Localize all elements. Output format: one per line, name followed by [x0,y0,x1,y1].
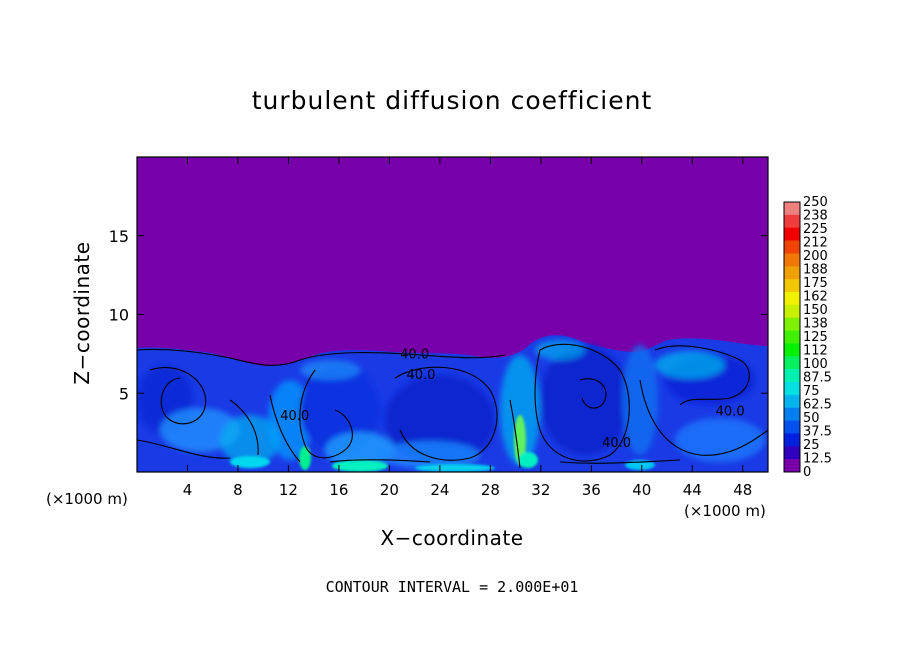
colorbar-label: 12.5 [803,452,832,467]
colorbar-swatch [784,266,800,280]
y-tick-label: 10 [109,306,129,325]
colorbar-label: 225 [803,222,828,237]
x-tick-label: 24 [430,481,449,499]
x-unit-label-left: (×1000 m) [46,490,128,508]
colorbar-label: 62.5 [803,398,832,413]
colorbar-label: 112 [803,344,828,359]
colorbar-swatch [784,356,800,370]
y-tick-label: 5 [119,384,129,403]
colorbar-swatch [784,253,800,267]
colorbar-swatch [784,369,800,383]
contour-label: 40.0 [406,368,435,383]
plot-area: 40.040.040.040.040.0 4 8 12 16 20 24 28 32 36 40 4… [109,156,769,499]
colorbar-swatch [784,240,800,254]
field-layer: 40.0 40.0 40.0 40.0 40.0 [137,335,768,472]
y-axis: 5 10 15 [109,227,768,403]
colorbar-label: 87.5 [803,371,832,386]
contour-label-group: 40.0 40.0 40.0 40.0 40.0 [280,348,744,451]
colorbar-label: 125 [803,330,828,345]
colorbar-swatch [784,227,800,241]
contour-label: 40.0 [602,436,631,451]
colorbar-label: 138 [803,317,828,332]
colorbar-label: 37.5 [803,425,832,440]
x-tick-label: 28 [481,481,500,499]
colorbar-label: 75 [803,384,820,399]
x-axis: 4 8 12 16 20 24 28 32 36 40 44 48 [183,157,752,499]
colorbar-label: 212 [803,236,828,251]
x-tick-label: 12 [279,481,298,499]
colorbar: 2502382252122001881751621501381251121008… [783,195,832,480]
colorbar-swatch [784,279,800,293]
x-tick-label: 20 [380,481,399,499]
contour-label: 40.0 [280,409,309,424]
x-tick-label: 16 [329,481,348,499]
colorbar-swatch [784,394,800,409]
colorbar-label: 150 [803,303,828,318]
colorbar-label: 162 [803,290,828,305]
x-tick-label: 32 [531,481,550,499]
contour-lines [137,343,768,469]
chart-title: turbulent diffusion coefficient [251,86,653,115]
x-tick-label: 8 [233,481,243,499]
colorbar-label: 50 [803,411,820,426]
colorbar-label: 250 [803,195,828,210]
colorbar-label: 100 [803,357,828,372]
colorbar-swatch [784,407,800,421]
colorbar-label: 188 [803,263,828,278]
x-tick-label: 36 [582,481,601,499]
colorbar-swatch [784,433,800,447]
contour-label: 40.0 [400,348,429,363]
x-tick-label: 48 [733,481,752,499]
x-tick-label: 44 [683,481,702,499]
x-unit-label-right: (×1000 m) [684,502,766,520]
colorbar-swatch [784,420,800,434]
colorbar-swatch [784,292,800,306]
colorbar-swatch [784,459,800,473]
colorbar-swatch [784,343,800,357]
colorbar-swatch [784,446,800,460]
colorbar-label: 175 [803,276,828,291]
contour-interval-label: CONTOUR INTERVAL = 2.000E+01 [325,578,579,596]
colorbar-frame [783,201,801,473]
surface-patches [230,415,655,472]
colorbar-swatch [784,214,800,229]
colorbar-swatch [784,317,800,331]
colorbar-label: 25 [803,438,820,453]
colorbar-swatch [784,382,800,396]
colorbar-label: 238 [803,209,828,224]
colorbar-swatch [784,202,800,216]
y-tick-label: 15 [109,227,129,246]
colorbar-swatch [784,330,800,344]
turbulent-eddies [137,340,765,469]
x-tick-label: 4 [183,481,193,499]
colorbar-label: 200 [803,249,828,264]
x-tick-label: 40 [632,481,651,499]
colorbar-swatch [784,304,800,319]
contour-label: 40.0 [716,404,745,419]
x-axis-label: X−coordinate [380,526,524,550]
colorbar-label: 0 [803,465,811,480]
